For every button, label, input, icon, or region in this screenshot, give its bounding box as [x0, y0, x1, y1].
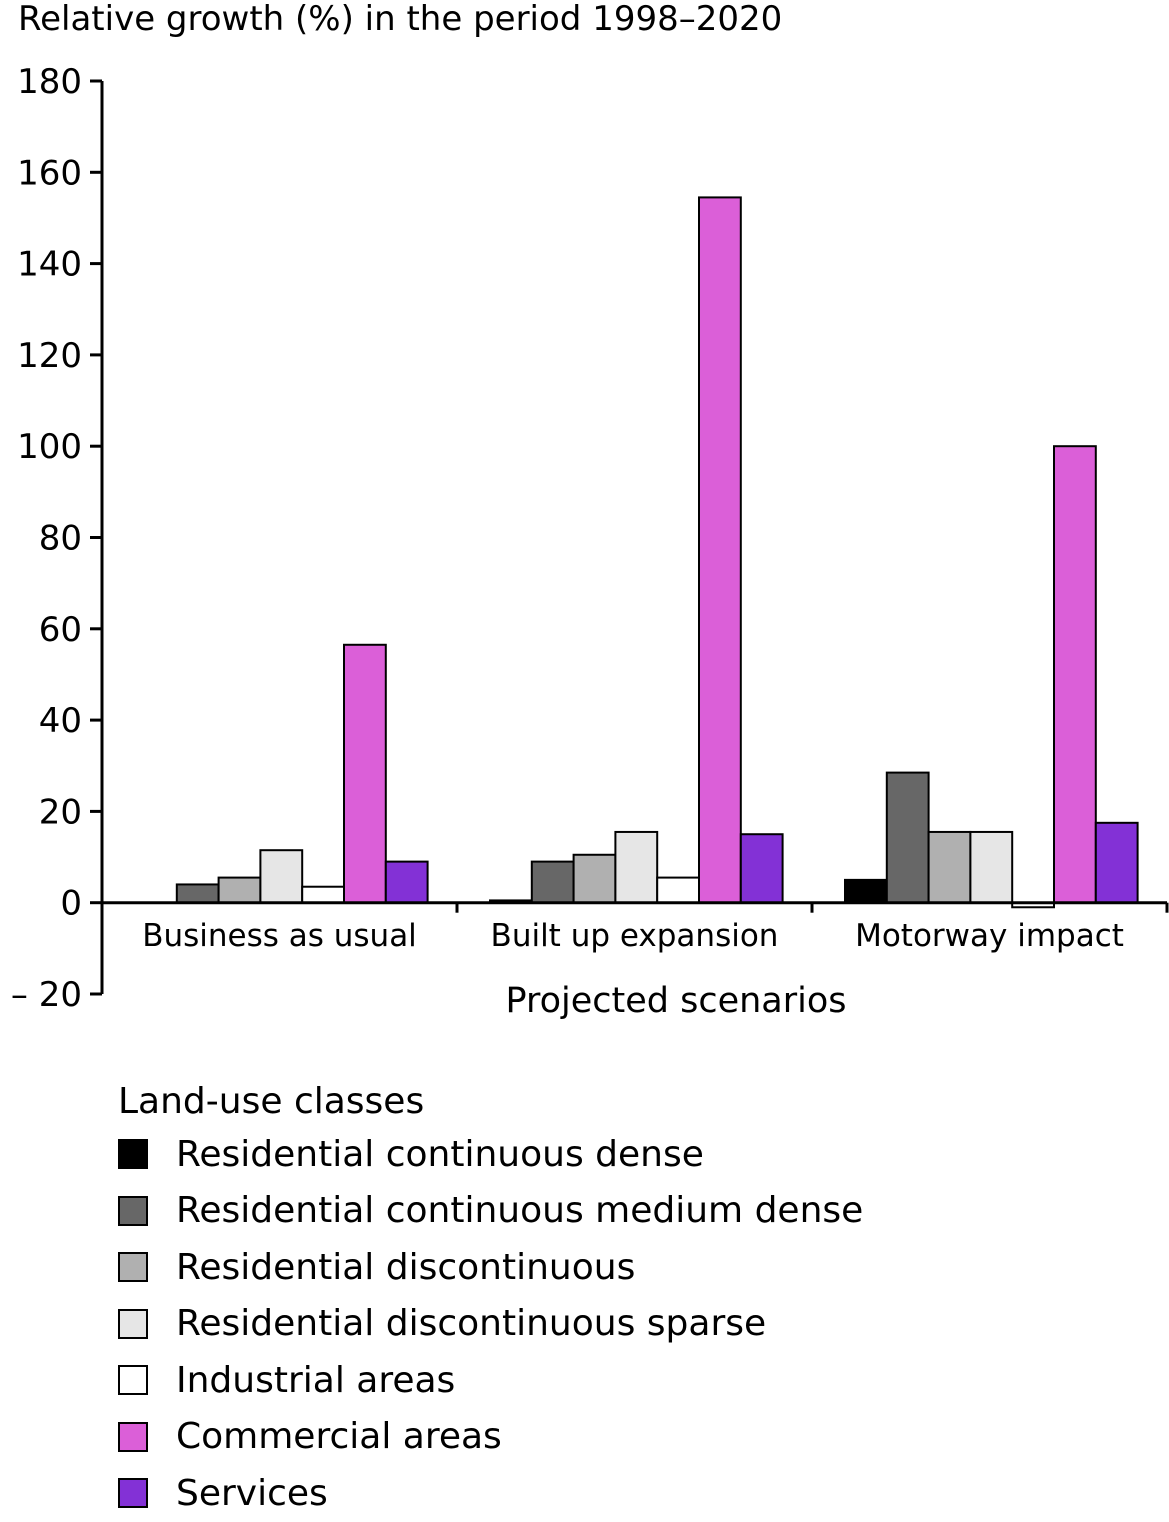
bar — [698, 196, 742, 904]
y-tick-label: 40 — [39, 701, 82, 741]
y-tick-label: 160 — [17, 153, 82, 193]
legend-label: Commercial areas — [176, 1416, 502, 1458]
bar — [844, 878, 888, 904]
bar — [656, 876, 701, 904]
x-axis: Business as usual Built up expansion Motor… — [102, 901, 1169, 954]
bar — [217, 876, 262, 904]
x-tick-label: Motorway impact — [855, 918, 1124, 954]
legend-swatch — [118, 1478, 148, 1509]
legend-label: Residential continuous medium dense — [176, 1190, 864, 1232]
bars — [175, 196, 1139, 909]
legend-label: Residential continuous dense — [176, 1133, 704, 1175]
y-tick-label: 120 — [17, 336, 82, 376]
y-tick-label: 180 — [17, 62, 82, 102]
y-axis-label: Relative growth (%) in the period 1998–2… — [18, 0, 782, 39]
bar — [343, 643, 387, 904]
y-tick-label: – 20 — [11, 975, 82, 1015]
y-tick-label: 80 — [39, 519, 82, 559]
legend-items: Residential continuous dense Residential … — [118, 1126, 863, 1522]
legend-swatch — [118, 1252, 148, 1283]
x-axis-label: Projected scenarios — [505, 981, 846, 1021]
bar — [175, 883, 220, 904]
legend-label: Residential discontinuous — [176, 1246, 636, 1288]
bar — [614, 830, 659, 904]
legend-swatch — [118, 1195, 148, 1226]
y-tick-label: 0 — [60, 884, 82, 924]
legend: Land-use classes Residential continuous … — [118, 1080, 863, 1522]
chart: Relative growth (%) in the period 1998–2… — [11, 0, 1169, 1021]
bar — [530, 860, 575, 904]
y-tick-label: 20 — [39, 792, 82, 832]
legend-item: Residential continuous dense — [118, 1126, 863, 1183]
y-tick-label: 60 — [39, 610, 82, 650]
legend-label: Industrial areas — [176, 1359, 456, 1401]
legend-swatch — [118, 1365, 148, 1396]
x-tick-label: Business as usual — [142, 918, 417, 954]
legend-swatch — [118, 1308, 148, 1339]
y-axis: 180 160 140 120 100 80 60 40 20 0 – 20 — [11, 62, 104, 1015]
legend-item: Services — [118, 1465, 863, 1522]
legend-item: Residential discontinuous sparse — [118, 1296, 863, 1353]
legend-item: Industrial areas — [118, 1352, 863, 1409]
bar — [301, 885, 346, 904]
y-tick-label: 140 — [17, 245, 82, 285]
bar — [1053, 445, 1097, 904]
legend-item: Commercial areas — [118, 1409, 863, 1466]
bar — [384, 860, 429, 904]
bar — [739, 833, 784, 904]
legend-item: Residential discontinuous — [118, 1239, 863, 1296]
legend-label: Residential discontinuous sparse — [176, 1303, 767, 1345]
bar — [885, 771, 930, 904]
bar — [969, 830, 1014, 904]
legend-label: Services — [176, 1472, 328, 1514]
legend-swatch — [118, 1421, 148, 1452]
x-tick-label: Built up expansion — [491, 918, 779, 954]
legend-item: Residential continuous medium dense — [118, 1183, 863, 1240]
y-tick-label: 100 — [17, 427, 82, 467]
bar — [927, 830, 972, 904]
legend-swatch — [118, 1139, 148, 1170]
legend-title: Land-use classes — [118, 1081, 425, 1122]
bar — [259, 849, 304, 904]
bar — [1094, 821, 1139, 904]
bar — [572, 853, 617, 904]
